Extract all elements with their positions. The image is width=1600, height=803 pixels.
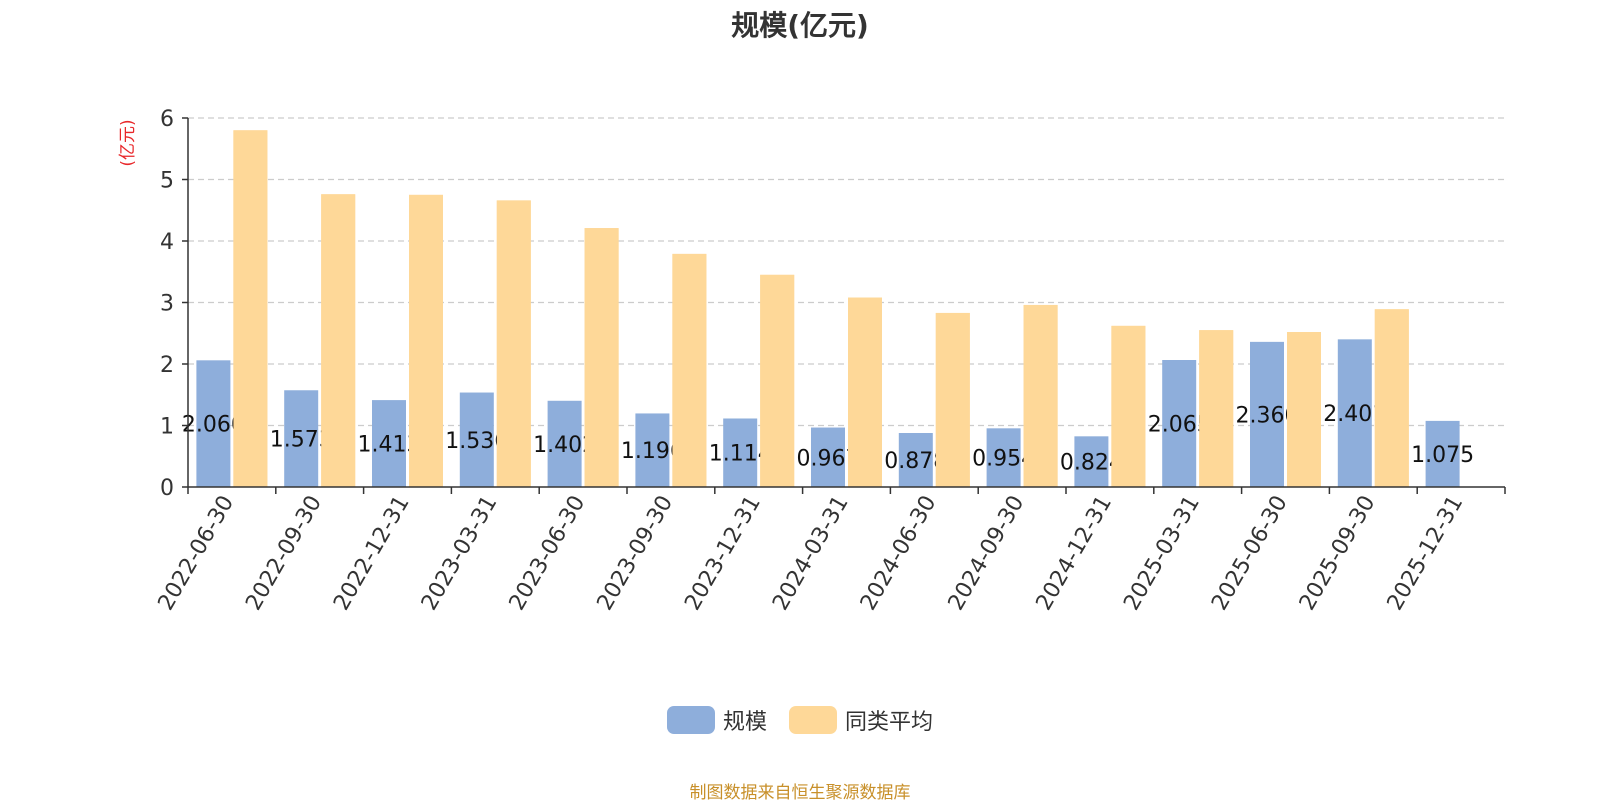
- bar-series-1: [1425, 420, 1460, 487]
- legend: 规模 同类平均: [0, 704, 1600, 736]
- bar-series-2-overlay: [935, 312, 970, 487]
- x-tick-label: 2024-03-31: [768, 492, 854, 615]
- x-tick-label: 2025-12-31: [1383, 492, 1469, 615]
- bar-series-2-overlay: [760, 274, 795, 487]
- bar-series-1: [898, 433, 933, 487]
- legend-swatch-series-2: [789, 706, 837, 734]
- legend-item-series-1[interactable]: 规模: [666, 704, 767, 736]
- x-tick-label: 2023-12-31: [680, 492, 766, 615]
- data-label-series-1: 1.075: [1411, 443, 1474, 468]
- bar-series-1: [986, 428, 1021, 487]
- y-tick-label: 3: [160, 292, 174, 317]
- bar-series-1: [635, 413, 670, 487]
- legend-label-series-2: 同类平均: [845, 710, 934, 735]
- bar-series-2-overlay: [1023, 304, 1058, 487]
- bar-series-1: [1162, 360, 1197, 487]
- bar-series-1: [372, 400, 406, 487]
- x-tick-label: 2022-12-31: [329, 492, 415, 615]
- bar-series-2-overlay: [1374, 309, 1409, 487]
- bar-series-2-overlay: [321, 194, 356, 487]
- bar-series-2-overlay: [1111, 325, 1146, 487]
- x-tick-label: 2023-09-30: [593, 492, 679, 615]
- y-tick-label: 5: [160, 169, 174, 194]
- bar-series-1: [196, 360, 231, 487]
- x-tick-label: 2024-06-30: [856, 492, 942, 615]
- y-tick-label: 1: [160, 415, 174, 440]
- bar-series-1: [459, 392, 494, 487]
- x-tick-label: 2022-06-30: [154, 492, 240, 615]
- chart-title: 规模(亿元): [731, 9, 869, 42]
- bar-series-1: [547, 400, 582, 487]
- x-tick-label: 2025-03-31: [1119, 492, 1205, 615]
- legend-swatch-series-1: [666, 706, 715, 734]
- bar-series-1: [1250, 341, 1284, 487]
- bar-series-2-overlay: [672, 253, 707, 487]
- source-note: 制图数据来自恒生聚源数据库: [689, 783, 911, 803]
- bar-series-2-overlay: [848, 297, 882, 487]
- bar-series-2-overlay: [1287, 332, 1321, 487]
- y-tick-label: 6: [160, 107, 174, 132]
- bar-series-2-overlay: [496, 200, 531, 487]
- bar-series-2-overlay: [409, 194, 443, 487]
- legend-label-series-1: 规模: [722, 710, 767, 735]
- y-axis-title: (亿元): [118, 119, 138, 166]
- bar-series-1: [1074, 436, 1109, 487]
- x-tick-label: 2024-09-30: [944, 492, 1030, 615]
- bar-series-1: [284, 390, 319, 487]
- bar-series-2-overlay: [1199, 330, 1234, 487]
- bar-series-2-overlay: [584, 228, 619, 487]
- x-tick-label: 2022-09-30: [241, 492, 327, 615]
- bar-series-1: [723, 418, 758, 487]
- bar-series-1: [1337, 339, 1372, 487]
- y-tick-label: 2: [160, 353, 174, 378]
- x-tick-label: 2025-06-30: [1207, 492, 1293, 615]
- x-tick-label: 2024-12-31: [1032, 492, 1118, 615]
- x-tick-label: 2023-03-31: [417, 492, 503, 615]
- bar-series-2-overlay: [233, 130, 268, 488]
- x-tick-label: 2025-09-30: [1295, 492, 1381, 615]
- bar-series-1: [811, 427, 845, 487]
- y-tick-label: 0: [160, 476, 174, 501]
- x-tick-label: 2023-06-30: [505, 492, 591, 615]
- legend-item-series-2[interactable]: 同类平均: [789, 704, 933, 736]
- y-tick-label: 4: [160, 230, 174, 255]
